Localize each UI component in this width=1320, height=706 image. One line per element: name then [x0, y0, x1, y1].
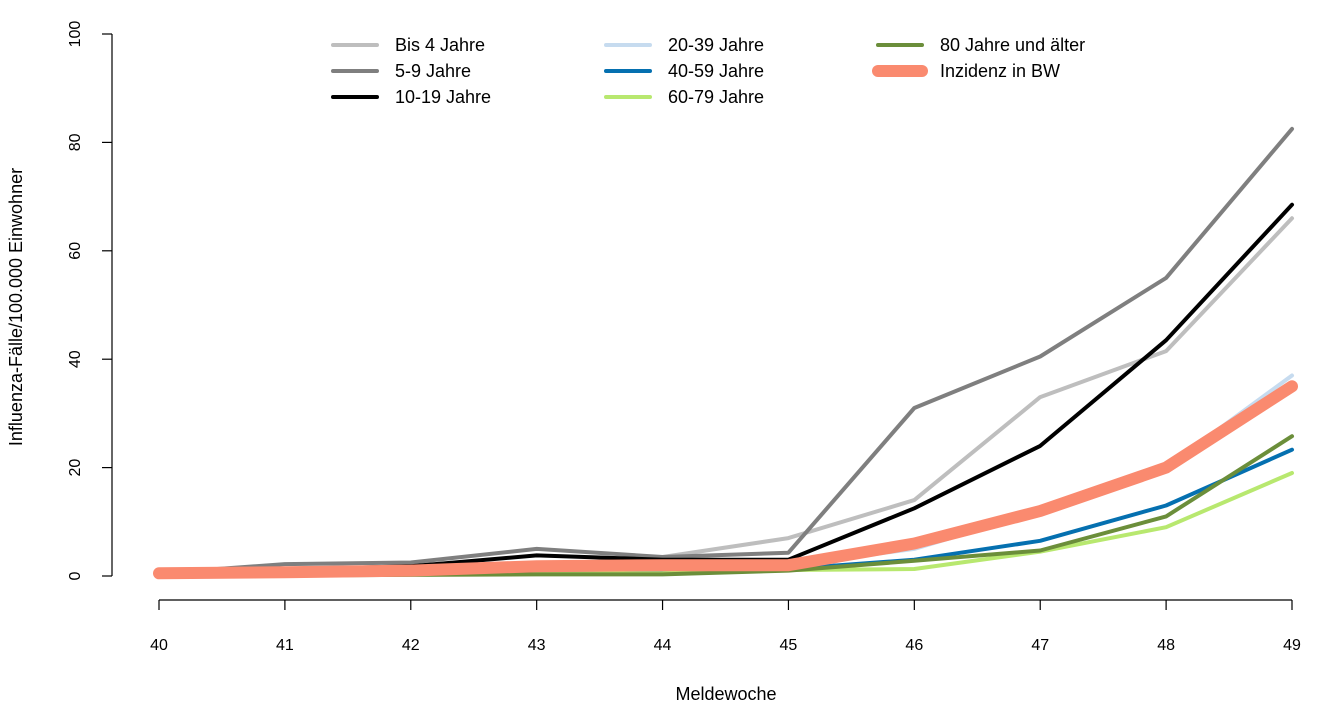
legend-label-7: Inzidenz in BW [940, 61, 1060, 81]
x-tick-label: 42 [402, 637, 420, 654]
axes: 40 41 42 43 44 45 46 47 48 49 0 20 40 60 80 100 [67, 21, 1301, 654]
legend-label-1: 5-9 Jahre [395, 61, 471, 81]
x-tick-label: 43 [528, 637, 546, 654]
legend-label-0: Bis 4 Jahre [395, 35, 485, 55]
legend-label-5: 60-79 Jahre [668, 87, 764, 107]
y-tick-label: 60 [67, 242, 84, 260]
legend-label-6: 80 Jahre und älter [940, 35, 1085, 55]
x-tick-label: 49 [1283, 637, 1301, 654]
legend-label-3: 20-39 Jahre [668, 35, 764, 55]
x-axis-title: Meldewoche [675, 684, 776, 704]
legend-label-2: 10-19 Jahre [395, 87, 491, 107]
x-tick-label: 40 [150, 637, 168, 654]
x-tick-label: 45 [780, 637, 798, 654]
y-axis-title: Influenza-Fälle/100.000 Einwohner [6, 168, 26, 446]
y-tick-label: 20 [67, 459, 84, 477]
series-lines [153, 126, 1298, 580]
series-line-3 [157, 373, 1294, 576]
y-tick-label: 80 [67, 133, 84, 151]
y-tick-label: 0 [67, 571, 84, 580]
y-tick-label: 100 [67, 21, 84, 48]
series-line-2 [157, 202, 1294, 573]
legend-label-4: 40-59 Jahre [668, 61, 764, 81]
series-line-1 [157, 126, 1294, 576]
x-tick-label: 47 [1031, 637, 1049, 654]
y-tick-label: 40 [67, 350, 84, 368]
series-line-7 [153, 380, 1298, 580]
legend: Bis 4 Jahre 5-9 Jahre 10-19 Jahre 20-39 Jah… [331, 35, 1085, 107]
x-tick-label: 48 [1157, 637, 1175, 654]
x-tick-label: 41 [276, 637, 294, 654]
series-line-0 [157, 216, 1294, 576]
x-tick-label: 44 [654, 637, 672, 654]
x-tick-label: 46 [905, 637, 923, 654]
